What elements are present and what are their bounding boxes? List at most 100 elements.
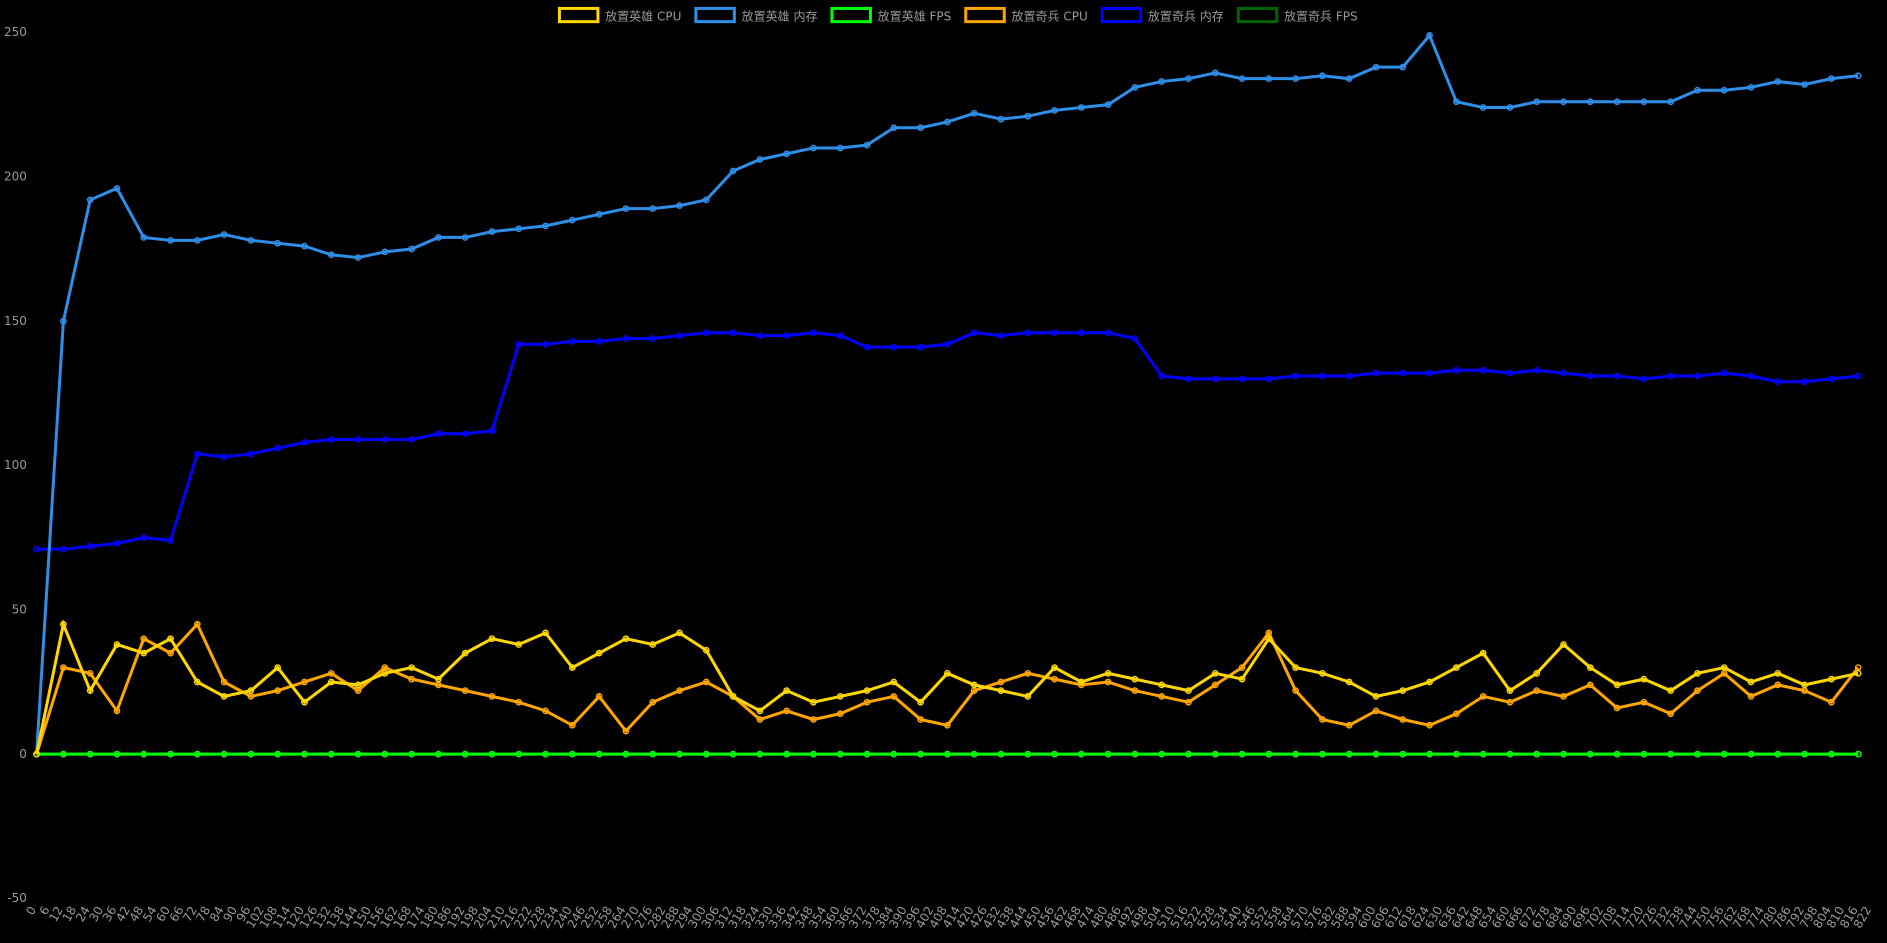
data-point — [944, 669, 951, 677]
data-point — [1560, 750, 1567, 758]
data-point — [568, 664, 576, 671]
data-point — [167, 537, 174, 544]
data-point — [1747, 83, 1755, 91]
x-tick-label: 24 — [73, 904, 93, 924]
data-point — [1560, 693, 1567, 700]
x-tick-label: 90 — [220, 904, 240, 924]
data-point — [435, 675, 442, 683]
data-point — [1238, 750, 1246, 758]
data-point — [1613, 704, 1621, 712]
data-point — [702, 750, 710, 758]
data-point — [1185, 698, 1192, 706]
data-point — [863, 687, 871, 695]
x-tick-label: 60 — [153, 904, 173, 924]
data-point — [622, 750, 630, 758]
data-point — [863, 343, 871, 351]
data-point — [783, 687, 791, 695]
data-point — [1774, 681, 1782, 689]
data-point — [1399, 369, 1407, 377]
data-point — [1560, 641, 1567, 648]
data-point — [488, 228, 496, 236]
data-point — [649, 750, 657, 758]
data-point — [810, 329, 817, 337]
data-point — [1828, 675, 1835, 683]
data-point — [1345, 750, 1353, 758]
data-point — [1506, 698, 1514, 706]
data-point — [1801, 81, 1808, 88]
data-point — [1319, 750, 1326, 758]
data-point — [1694, 669, 1701, 677]
data-point — [676, 687, 683, 695]
data-point — [944, 721, 951, 729]
data-point — [86, 542, 94, 550]
legend-label: 放置奇兵 CPU — [1011, 8, 1087, 23]
data-point — [1292, 75, 1299, 83]
data-point — [1479, 693, 1487, 700]
data-point — [568, 337, 576, 345]
data-point — [274, 687, 282, 695]
data-point — [595, 337, 603, 345]
data-point — [1345, 372, 1353, 380]
data-point — [1024, 112, 1032, 120]
data-point — [1131, 750, 1139, 758]
data-point — [1533, 366, 1541, 374]
data-point — [515, 641, 523, 648]
data-point — [86, 750, 94, 758]
data-point — [997, 687, 1005, 695]
data-point — [86, 669, 94, 677]
y-tick-label: 0 — [19, 747, 27, 761]
data-point — [1854, 72, 1862, 80]
data-point — [1613, 98, 1621, 106]
data-point — [461, 234, 469, 241]
y-tick-label: 150 — [4, 314, 27, 328]
data-point — [756, 750, 764, 758]
data-point — [1104, 101, 1112, 109]
data-point — [1506, 369, 1514, 377]
data-point — [1372, 750, 1380, 758]
data-point — [542, 222, 549, 230]
data-point — [381, 248, 389, 256]
data-point — [1426, 750, 1433, 758]
data-point — [1452, 750, 1460, 758]
data-point — [756, 707, 764, 715]
data-point — [1238, 675, 1246, 683]
data-point — [327, 436, 335, 443]
data-point — [1399, 750, 1407, 758]
data-point — [1024, 669, 1032, 677]
data-point — [1506, 750, 1514, 758]
data-point — [1292, 664, 1299, 671]
data-point — [1077, 750, 1085, 758]
data-point — [193, 236, 201, 244]
data-point — [274, 444, 282, 452]
data-point — [515, 698, 523, 706]
data-point — [113, 540, 121, 547]
data-point — [1533, 750, 1541, 758]
data-point — [301, 698, 308, 706]
data-point — [1104, 750, 1112, 758]
data-point — [1506, 687, 1514, 695]
data-point — [1426, 678, 1433, 686]
data-point — [702, 646, 710, 654]
data-point — [997, 750, 1005, 758]
data-point — [1613, 681, 1621, 689]
data-point — [568, 721, 576, 729]
data-point — [1265, 75, 1273, 83]
data-point — [220, 750, 228, 758]
data-point — [354, 750, 362, 758]
data-point — [247, 236, 255, 244]
data-point — [1694, 687, 1701, 695]
data-point — [1533, 687, 1541, 695]
data-point — [1051, 664, 1058, 671]
series-line — [35, 32, 1859, 755]
data-point — [729, 167, 737, 175]
data-point — [327, 750, 335, 758]
data-point — [1399, 716, 1407, 723]
data-point — [1104, 329, 1112, 337]
data-point — [167, 635, 174, 643]
data-point — [917, 343, 924, 351]
data-point — [1720, 86, 1728, 94]
data-point — [1372, 63, 1380, 71]
legend-label: 放置英雄 FPS — [878, 8, 952, 23]
data-point — [461, 430, 469, 438]
data-point — [193, 620, 201, 628]
